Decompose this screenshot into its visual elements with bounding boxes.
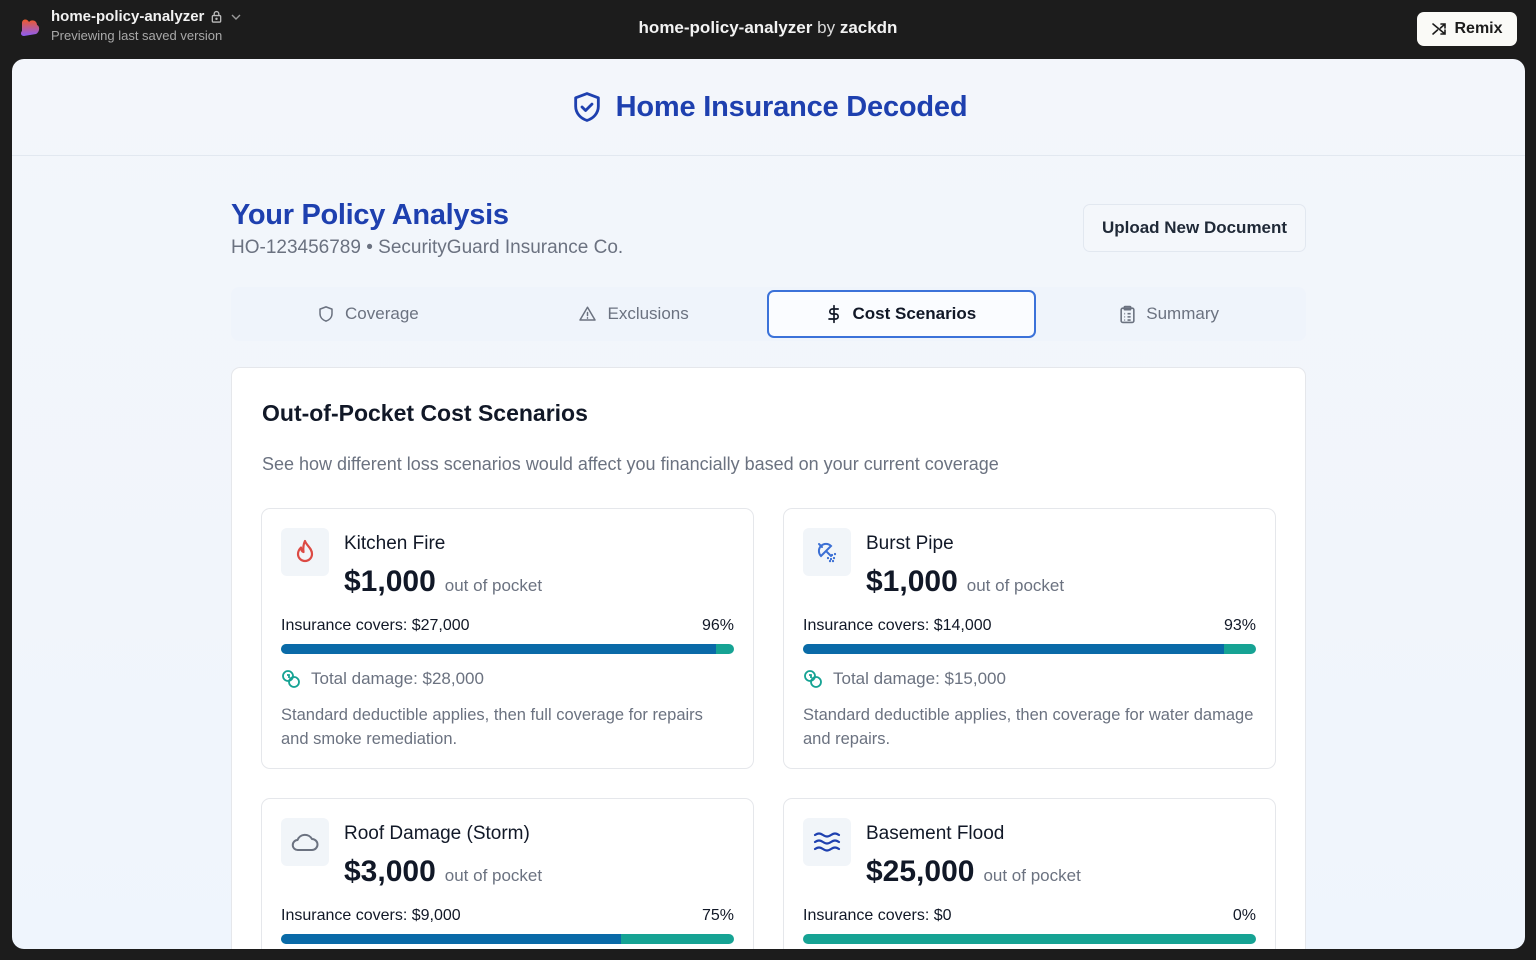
scenario-name: Basement Flood	[866, 823, 1005, 844]
panel-description: See how different loss scenarios would a…	[262, 454, 999, 474]
out-of-pocket: $1,000 out of pocket	[866, 565, 1064, 599]
coverage-progress-bar	[281, 644, 734, 654]
scenario-name: Burst Pipe	[866, 533, 954, 554]
project-status: Previewing last saved version	[51, 28, 223, 43]
page-title: Your Policy Analysis	[231, 199, 509, 231]
shuffle-icon	[1432, 23, 1447, 35]
insurance-covers: Insurance covers: $14,000	[803, 617, 992, 634]
remix-button[interactable]: Remix	[1417, 12, 1517, 46]
site-header: Home Insurance Decoded	[12, 59, 1525, 156]
scenario-icon-box	[281, 528, 329, 576]
out-of-pocket-amount: $25,000	[866, 855, 975, 888]
app-logo-icon	[20, 19, 40, 36]
out-of-pocket-label: out of pocket	[444, 866, 543, 885]
total-damage-row: Total damage: $15,000	[803, 669, 1006, 689]
scenario-card-basement-flood: Basement Flood $25,000 out of pocket Ins…	[783, 798, 1276, 949]
coverage-progress-bar	[281, 934, 734, 944]
coverage-progress-bar	[803, 934, 1256, 944]
scenario-icon-box	[281, 818, 329, 866]
tab-label: Coverage	[345, 304, 419, 323]
shield-check-icon	[573, 92, 600, 122]
covered-portion	[281, 934, 621, 944]
out-of-pocket: $25,000 out of pocket	[866, 855, 1081, 889]
tab-label: Cost Scenarios	[852, 304, 977, 323]
tab-label: Exclusions	[607, 304, 689, 323]
preview-frame: Home Insurance Decoded Your Policy Analy…	[12, 59, 1525, 949]
tab-exclusions[interactable]: Exclusions	[501, 290, 767, 338]
scenario-note: Standard deductible applies, then full c…	[281, 706, 703, 748]
project-byline: home-policy-analyzer by zackdn	[0, 18, 1536, 38]
tab-label: Summary	[1146, 304, 1219, 323]
project-name: home-policy-analyzer	[51, 8, 205, 25]
scenario-icon-box	[803, 818, 851, 866]
out-of-pocket-amount: $1,000	[866, 565, 958, 598]
scenario-name: Kitchen Fire	[344, 533, 446, 554]
insurance-covers: Insurance covers: $27,000	[281, 617, 470, 634]
total-damage: Total damage: $28,000	[311, 669, 484, 688]
tab-coverage[interactable]: Coverage	[235, 290, 501, 338]
scenario-card-kitchen-fire: Kitchen Fire $1,000 out of pocket Insura…	[261, 508, 754, 769]
covered-portion	[281, 644, 716, 654]
scenario-card-burst-pipe: Burst Pipe $1,000 out of pocket Insuranc…	[783, 508, 1276, 769]
dollar-icon	[828, 304, 840, 324]
insurance-covers: Insurance covers: $0	[803, 907, 952, 924]
byline-author: zackdn	[839, 18, 898, 37]
tab-summary[interactable]: Summary	[1036, 290, 1302, 338]
coverage-progress-bar	[803, 644, 1256, 654]
main-content: Your Policy Analysis HO-123456789 • Secu…	[231, 199, 1306, 949]
upload-new-document-button[interactable]: Upload New Document	[1083, 204, 1306, 252]
scenario-note: Standard deductible applies, then covera…	[803, 706, 1254, 748]
coverage-row: Insurance covers: $27,000 96%	[281, 617, 734, 635]
app-topbar: home-policy-analyzer Previewing last sav…	[0, 0, 1536, 58]
coverage-row: Insurance covers: $14,000 93%	[803, 617, 1256, 635]
tab-bar: Coverage Exclusions Cost Scenarios Summa…	[231, 287, 1306, 341]
site-title: Home Insurance Decoded	[615, 90, 968, 123]
out-of-pocket-amount: $1,000	[344, 565, 436, 598]
policy-meta: HO-123456789 • SecurityGuard Insurance C…	[231, 237, 1306, 259]
coverage-percent: 96%	[701, 617, 734, 634]
coverage-row: Insurance covers: $9,000 75%	[281, 907, 734, 925]
scenario-icon-box	[803, 528, 851, 576]
insurance-covers: Insurance covers: $9,000	[281, 907, 461, 924]
byline-by: by	[817, 18, 836, 37]
warning-triangle-icon	[579, 306, 597, 321]
shield-icon	[319, 306, 333, 322]
tab-cost-scenarios[interactable]: Cost Scenarios	[766, 290, 1037, 338]
out-of-pocket: $1,000 out of pocket	[344, 565, 542, 599]
out-of-pocket-label: out of pocket	[966, 576, 1065, 595]
out-of-pocket-label: out of pocket	[983, 866, 1081, 885]
covered-portion	[803, 644, 1225, 654]
coverage-percent: 0%	[1232, 907, 1256, 924]
waves-icon	[813, 832, 841, 852]
byline-project: home-policy-analyzer	[638, 18, 813, 37]
scenario-card-roof-damage: Roof Damage (Storm) $3,000 out of pocket…	[261, 798, 754, 949]
coverage-row: Insurance covers: $0 0%	[803, 907, 1256, 925]
coverage-percent: 93%	[1223, 617, 1256, 634]
panel-title: Out-of-Pocket Cost Scenarios	[262, 400, 588, 426]
total-damage: Total damage: $15,000	[833, 669, 1006, 688]
insurer-name: SecurityGuard Insurance Co.	[378, 237, 624, 258]
lock-icon	[210, 10, 223, 23]
coverage-percent: 75%	[701, 907, 734, 924]
cloud-icon	[291, 833, 319, 851]
chevron-down-icon[interactable]	[229, 10, 243, 24]
coins-icon	[804, 670, 822, 688]
policy-number: HO-123456789	[231, 237, 361, 258]
out-of-pocket: $3,000 out of pocket	[344, 855, 542, 889]
shower-icon	[817, 542, 837, 563]
project-info[interactable]: home-policy-analyzer Previewing last sav…	[51, 8, 243, 43]
flame-icon	[296, 539, 314, 563]
cost-scenarios-panel: Out-of-Pocket Cost Scenarios See how dif…	[231, 367, 1306, 949]
out-of-pocket-label: out of pocket	[444, 576, 543, 595]
scenario-name: Roof Damage (Storm)	[344, 823, 530, 844]
meta-separator: •	[366, 237, 373, 258]
coins-icon	[282, 670, 300, 688]
out-of-pocket-amount: $3,000	[344, 855, 436, 888]
total-damage-row: Total damage: $28,000	[281, 669, 484, 689]
remix-label: Remix	[1454, 20, 1503, 37]
clipboard-icon	[1120, 305, 1135, 323]
